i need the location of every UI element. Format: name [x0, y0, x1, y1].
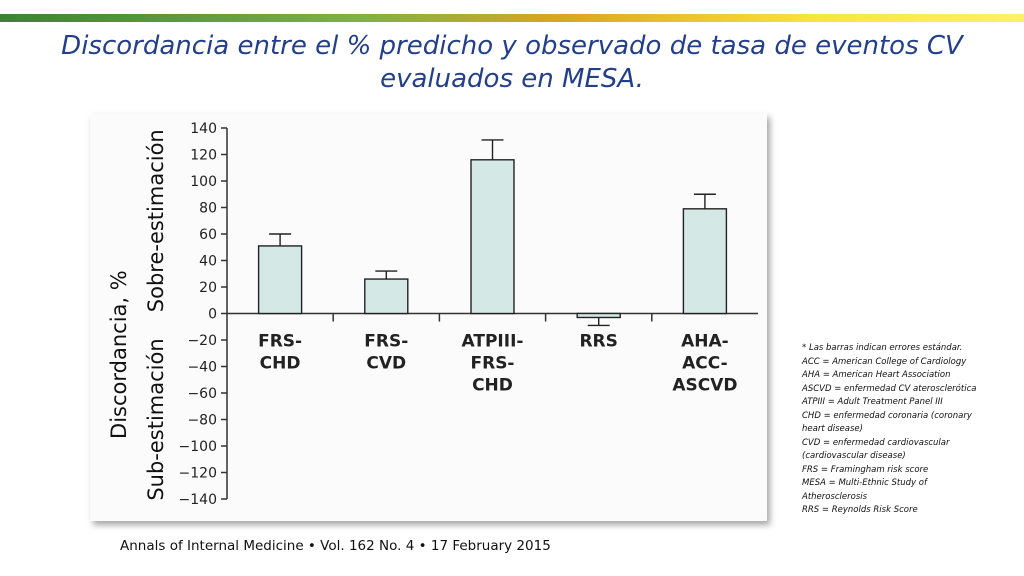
x-tick-label: RRS [579, 332, 617, 352]
y-tick-label: −80 [187, 413, 217, 429]
x-tick-label: FRS- [258, 332, 302, 352]
footnote-line: ASCVD = enfermedad CV aterosclerótica [802, 383, 977, 394]
y-tick-label: 100 [190, 174, 217, 190]
y-tick-label: 0 [208, 307, 217, 323]
footnote-line: FRS = Framingham risk score [802, 464, 929, 475]
y-tick-label: 140 [190, 121, 217, 137]
bar [257, 245, 303, 315]
footnote-line: heart disease) [802, 424, 863, 434]
x-tick-label: ATPIII- [462, 332, 524, 352]
y-tick-label: −40 [187, 360, 217, 376]
bar [576, 312, 621, 319]
footnote-line: RRS = Reynolds Risk Score [802, 505, 918, 515]
slide-title: Discordancia entre el % predicho y obser… [40, 30, 984, 96]
y-axis-label: Discordancia, % [107, 270, 131, 439]
footnote-line: * Las barras indican errores estándar. [802, 343, 963, 353]
slide-title-line-1: Discordancia entre el % predicho y obser… [61, 31, 963, 61]
y-tick-label: 40 [199, 254, 217, 270]
decorative-top-bar [0, 14, 1024, 22]
y-axis-label-under: Sub-estimación [144, 338, 168, 500]
x-tick-label: CHD [260, 354, 301, 374]
slide-title-line-2: evaluados en MESA. [380, 64, 644, 94]
y-tick-label: 20 [199, 280, 217, 296]
y-axis-label-over: Sobre-estimación [144, 129, 168, 312]
y-tick-label: −140 [179, 492, 217, 508]
bar [470, 159, 515, 315]
x-tick-label: CVD [366, 354, 406, 374]
y-tick-label: 80 [199, 201, 217, 217]
chart-panel: 140 120 100 80 60 40 20 0 −20 −40 −60 −80 −100 −120 −1… [90, 113, 767, 521]
y-tick-label: −120 [179, 466, 217, 482]
footnote-line: ATPIII = Adult Treatment Panel III [802, 397, 943, 407]
bar [682, 208, 728, 315]
x-tick-label: CHD [472, 376, 513, 396]
footnote-line: CHD = enfermedad coronaria (coronary [802, 410, 972, 421]
y-tick-label: −20 [187, 333, 217, 349]
x-tick-label: FRS- [470, 354, 514, 374]
y-tick-label: −100 [179, 439, 217, 455]
footnote-line: CVD = enfermedad cardiovascular [802, 437, 950, 448]
footnote-line: AHA = American Heart Association [802, 370, 951, 380]
y-tick-label: −60 [187, 386, 217, 402]
y-tick-label: 120 [190, 148, 217, 164]
x-tick-label: FRS- [364, 332, 408, 352]
bar [364, 278, 409, 315]
footnote-line: ACC = American College of Cardiology [802, 356, 967, 367]
citation: Annals of Internal Medicine • Vol. 162 N… [120, 538, 551, 554]
footnote-line: Atherosclerosis [802, 491, 868, 502]
x-tick-label: ASCVD [672, 376, 737, 396]
y-tick-label: 60 [199, 227, 217, 243]
x-tick-label: ACC- [682, 354, 728, 374]
footnotes: * Las barras indican errores estándar. AC… [802, 342, 1002, 518]
footnote-line: (cardiovascular disease) [802, 451, 906, 461]
x-tick-label: AHA- [681, 332, 729, 352]
footnote-line: MESA = Multi-Ethnic Study of [802, 478, 927, 488]
bar-chart: 140 120 100 80 60 40 20 0 −20 −40 −60 −80 −100 −120 −1… [107, 121, 758, 508]
